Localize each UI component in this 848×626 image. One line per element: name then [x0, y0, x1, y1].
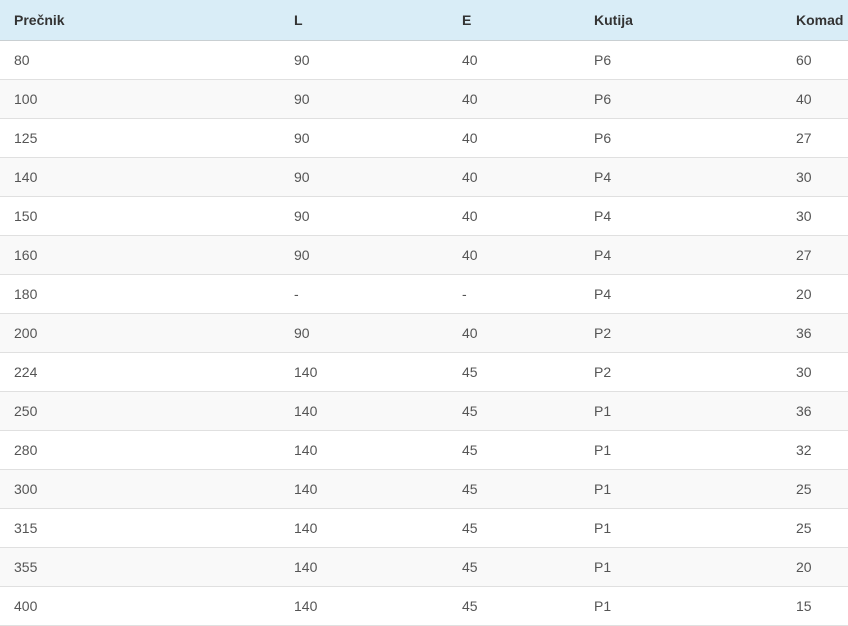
table-cell-komad: 27	[782, 235, 848, 275]
table-row: 400 140 45 P1 15	[0, 586, 848, 626]
table-cell-komad: 15	[782, 586, 848, 626]
table-header: Prečnik L E Kutija Komad	[0, 0, 848, 41]
table-row: 280 140 45 P1 32	[0, 430, 848, 470]
table-cell-precnik: 125	[0, 118, 280, 158]
table-cell-kutija: P1	[580, 508, 782, 548]
table-cell-l: 140	[280, 547, 448, 587]
table-cell-e: 40	[448, 40, 580, 80]
table-cell-l: 140	[280, 469, 448, 509]
table-cell-komad: 20	[782, 274, 848, 314]
table-row: 100 90 40 P6 40	[0, 79, 848, 119]
table-cell-precnik: 400	[0, 586, 280, 626]
table-cell-komad: 36	[782, 391, 848, 431]
table-cell-kutija: P1	[580, 391, 782, 431]
table-cell-l: 90	[280, 79, 448, 119]
header-row: Prečnik L E Kutija Komad	[0, 0, 848, 41]
column-header-kutija: Kutija	[580, 0, 782, 41]
table-cell-e: 45	[448, 586, 580, 626]
table-cell-e: 45	[448, 352, 580, 392]
table-cell-kutija: P1	[580, 586, 782, 626]
table-cell-kutija: P2	[580, 352, 782, 392]
table-cell-e: 40	[448, 235, 580, 275]
table-cell-l: 140	[280, 508, 448, 548]
table-cell-l: -	[280, 274, 448, 314]
table-cell-kutija: P1	[580, 547, 782, 587]
table-cell-kutija: P4	[580, 196, 782, 236]
table-cell-precnik: 180	[0, 274, 280, 314]
table-cell-komad: 27	[782, 118, 848, 158]
table-cell-komad: 40	[782, 79, 848, 119]
table-cell-precnik: 140	[0, 157, 280, 197]
table-cell-e: 40	[448, 313, 580, 353]
table-cell-komad: 36	[782, 313, 848, 353]
table-cell-komad: 20	[782, 547, 848, 587]
table-cell-l: 140	[280, 352, 448, 392]
table-cell-precnik: 300	[0, 469, 280, 509]
table-cell-l: 140	[280, 430, 448, 470]
table-cell-precnik: 80	[0, 40, 280, 80]
table-cell-kutija: P4	[580, 157, 782, 197]
table-cell-precnik: 224	[0, 352, 280, 392]
table-row: 125 90 40 P6 27	[0, 118, 848, 158]
table-cell-kutija: P1	[580, 469, 782, 509]
table-cell-e: 45	[448, 391, 580, 431]
table-row: 200 90 40 P2 36	[0, 313, 848, 353]
table-cell-e: 45	[448, 547, 580, 587]
table-cell-l: 140	[280, 586, 448, 626]
table-cell-e: 40	[448, 157, 580, 197]
table-row: 80 90 40 P6 60	[0, 40, 848, 80]
table-cell-kutija: P6	[580, 79, 782, 119]
table-cell-e: 45	[448, 469, 580, 509]
table-row: 140 90 40 P4 30	[0, 157, 848, 197]
table-cell-precnik: 355	[0, 547, 280, 587]
table-cell-precnik: 315	[0, 508, 280, 548]
table-cell-l: 90	[280, 118, 448, 158]
table-cell-l: 90	[280, 40, 448, 80]
column-header-l: L	[280, 0, 448, 41]
table-cell-l: 90	[280, 313, 448, 353]
table-cell-l: 90	[280, 196, 448, 236]
table-cell-l: 90	[280, 235, 448, 275]
table-cell-komad: 25	[782, 508, 848, 548]
table-cell-kutija: P6	[580, 40, 782, 80]
table-cell-e: 40	[448, 79, 580, 119]
table-row: 250 140 45 P1 36	[0, 391, 848, 431]
table-row: 224 140 45 P2 30	[0, 352, 848, 392]
table-cell-precnik: 160	[0, 235, 280, 275]
table-cell-komad: 30	[782, 352, 848, 392]
table-cell-precnik: 150	[0, 196, 280, 236]
table-cell-precnik: 250	[0, 391, 280, 431]
table-row: 300 140 45 P1 25	[0, 469, 848, 509]
table-row: 150 90 40 P4 30	[0, 196, 848, 236]
table-cell-e: 45	[448, 508, 580, 548]
table-cell-kutija: P1	[580, 430, 782, 470]
table-row: 160 90 40 P4 27	[0, 235, 848, 275]
table-cell-l: 140	[280, 391, 448, 431]
table-cell-e: -	[448, 274, 580, 314]
table-cell-e: 45	[448, 430, 580, 470]
table-cell-komad: 25	[782, 469, 848, 509]
table-body: 80 90 40 P6 60 100 90 40 P6 40 125 90 40 P6 27 140 90 40 P…	[0, 40, 848, 626]
column-header-e: E	[448, 0, 580, 41]
table-cell-precnik: 200	[0, 313, 280, 353]
table-row: 315 140 45 P1 25	[0, 508, 848, 548]
table-cell-kutija: P4	[580, 235, 782, 275]
table-cell-komad: 30	[782, 196, 848, 236]
table-cell-l: 90	[280, 157, 448, 197]
table-row: 180- - P4 20	[0, 274, 848, 314]
table-cell-kutija: P2	[580, 313, 782, 353]
table-cell-e: 40	[448, 118, 580, 158]
column-header-komad: Komad	[782, 0, 848, 41]
table-cell-e: 40	[448, 196, 580, 236]
table-row: 355 140 45 P1 20	[0, 547, 848, 587]
table-cell-komad: 30	[782, 157, 848, 197]
table-cell-kutija: P6	[580, 118, 782, 158]
table-cell-komad: 32	[782, 430, 848, 470]
table-cell-komad: 60	[782, 40, 848, 80]
table-cell-kutija: P4	[580, 274, 782, 314]
table-cell-precnik: 280	[0, 430, 280, 470]
column-header-precnik: Prečnik	[0, 0, 280, 41]
table-cell-precnik: 100	[0, 79, 280, 119]
